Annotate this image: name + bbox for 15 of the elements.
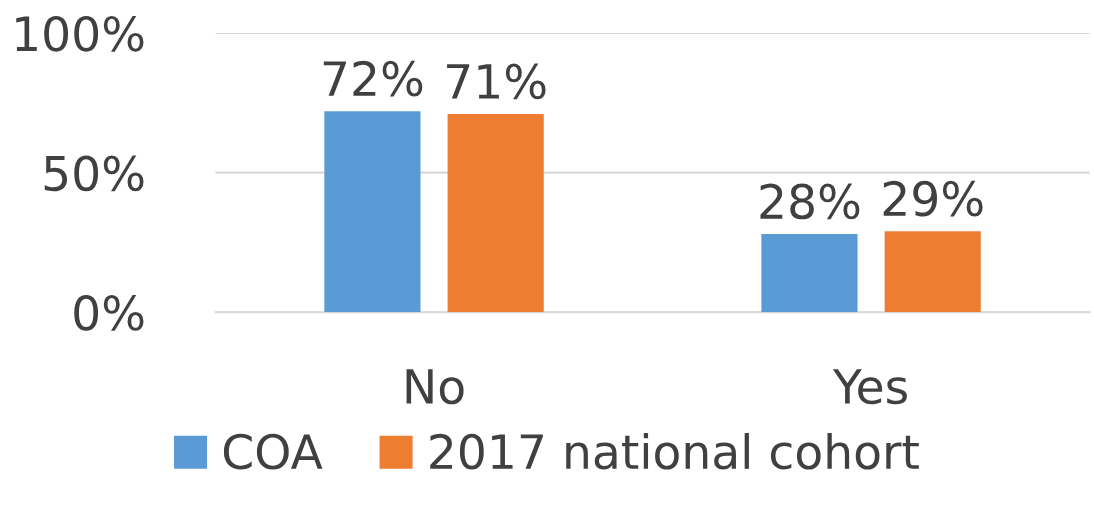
legend-label: COA xyxy=(223,433,323,470)
y-tick-label: 100% xyxy=(16,15,144,52)
bar xyxy=(884,231,981,313)
x-tick-label: No xyxy=(406,369,464,405)
y-tick-label: 50% xyxy=(44,155,144,192)
bar xyxy=(324,111,421,313)
data-label: 71% xyxy=(447,63,546,100)
data-label: 72% xyxy=(323,60,423,97)
legend-label: 2017 national cohort xyxy=(430,432,919,470)
bar xyxy=(761,234,858,313)
data-label: 28% xyxy=(760,183,860,220)
y-tick-label: 0% xyxy=(74,295,144,331)
x-tick-label: Yes xyxy=(832,369,907,405)
bar xyxy=(447,113,544,313)
data-label: 29% xyxy=(883,180,983,217)
